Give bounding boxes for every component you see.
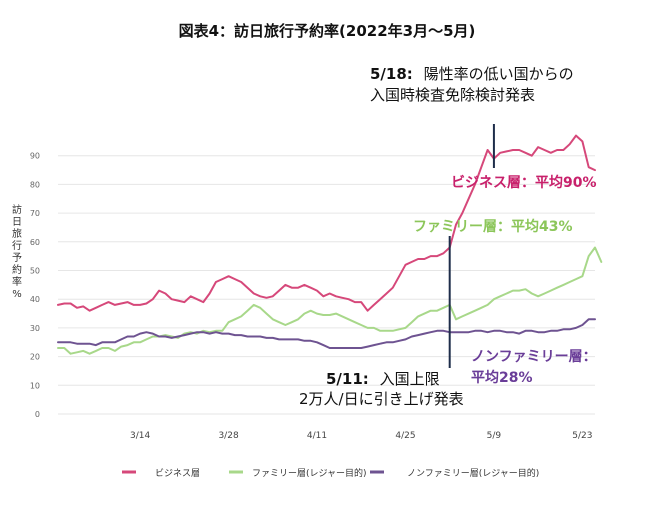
y-tick-label: 70 <box>30 209 40 218</box>
y-axis: 0 10 20 30 40 50 60 70 80 90 <box>30 152 40 419</box>
y-tick-label: 10 <box>30 381 40 390</box>
annotation-5-11-label: 5/11: <box>326 370 369 388</box>
y-tick-label: 60 <box>30 238 40 247</box>
y-tick-label: 40 <box>30 295 40 304</box>
legend: ビジネス層 ファミリー層(レジャー目的) ノンファミリー層(レジャー目的) <box>122 467 539 479</box>
y-tick-label: 0 <box>35 410 40 419</box>
callout-nonfamily-line1: ノンファミリー層： <box>471 349 597 365</box>
legend-label-family: ファミリー層(レジャー目的) <box>252 467 367 479</box>
x-tick-label: 4/25 <box>395 431 415 441</box>
series-line-1 <box>57 246 603 355</box>
annotation-5-18-line2: 入国時検査免除検討発表 <box>370 86 535 104</box>
gridlines <box>58 155 595 415</box>
callout-family: ファミリー層：平均43% <box>413 218 573 235</box>
x-tick-label: 3/14 <box>130 431 150 441</box>
y-tick-label: 20 <box>30 353 40 362</box>
y-tick-label: 50 <box>30 267 40 276</box>
series-line-0 <box>57 134 596 312</box>
callout-nonfamily-line2: 平均28% <box>471 369 533 386</box>
annotation-5-11-line2: 2万人/日に引き上げ発表 <box>299 390 464 408</box>
y-tick-label: 30 <box>30 324 40 333</box>
series-lines <box>57 134 603 355</box>
callout-business: ビジネス層：平均90% <box>451 174 597 191</box>
annotation-5-11-line1: 入国上限 <box>380 370 440 388</box>
annotation-5-11-text: 5/11: 入国上限 <box>326 370 440 388</box>
series-line-2 <box>57 318 596 349</box>
annotation-5-18-label: 5/18: <box>370 65 413 83</box>
x-axis: 3/14 3/28 4/11 4/25 5/9 5/23 <box>130 431 592 441</box>
y-tick-label: 80 <box>30 180 40 189</box>
x-tick-label: 5/9 <box>487 431 502 441</box>
x-tick-label: 5/23 <box>572 431 592 441</box>
x-tick-label: 3/28 <box>218 431 238 441</box>
chart-title: 図表4：訪日旅行予約率(2022年3月～5月) <box>179 22 476 40</box>
legend-label-nonfamily: ノンファミリー層(レジャー目的) <box>407 467 539 479</box>
y-axis-label: 訪日旅行予約率% <box>12 203 22 300</box>
annotation-5-18-line1: 陽性率の低い国からの <box>424 65 574 83</box>
y-tick-label: 90 <box>30 152 40 161</box>
legend-label-business: ビジネス層 <box>155 468 200 479</box>
x-tick-label: 4/11 <box>307 431 327 441</box>
annotation-5-18-text: 5/18: 陽性率の低い国からの <box>370 65 574 83</box>
